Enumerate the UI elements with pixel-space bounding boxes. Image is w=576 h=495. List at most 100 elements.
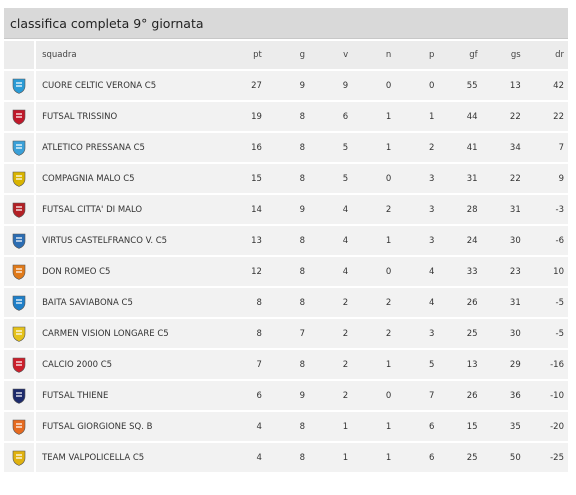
stat-v: 6 [309,102,353,131]
stat-g: 9 [265,195,310,224]
stat-p: 7 [395,381,439,410]
stat-v: 1 [309,412,353,441]
stat-n: 1 [352,226,396,255]
team-name[interactable]: CARMEN VISION LONGARE C5 [34,319,223,348]
team-logo-cell [4,412,35,441]
header-gf[interactable]: gf [438,41,482,69]
panel-title: classifica completa 9° giornata [4,8,568,39]
stat-dr: -6 [524,226,568,255]
table-row: FUTSAL TRISSINO 19 8 6 1 1 44 22 22 [4,102,568,131]
team-logo-icon[interactable] [10,449,28,467]
team-name[interactable]: FUTSAL TRISSINO [34,102,223,131]
stat-n: 0 [352,71,396,100]
stat-v: 2 [309,319,353,348]
stat-pt: 8 [222,288,266,317]
header-gs[interactable]: gs [481,41,525,69]
stat-g: 9 [265,381,310,410]
stat-g: 7 [265,319,310,348]
stat-g: 8 [265,102,310,131]
stat-gs: 13 [481,71,525,100]
header-v[interactable]: v [309,41,353,69]
stat-gf: 24 [438,226,482,255]
team-logo-icon[interactable] [10,263,28,281]
stat-n: 0 [352,164,396,193]
stat-gf: 25 [438,319,482,348]
team-logo-icon[interactable] [10,232,28,250]
team-logo-icon[interactable] [10,356,28,374]
team-name[interactable]: BAITA SAVIABONA C5 [34,288,223,317]
team-name[interactable]: COMPAGNIA MALO C5 [34,164,223,193]
stat-p: 5 [395,350,439,379]
team-logo-icon[interactable] [10,294,28,312]
stat-dr: 7 [524,133,568,162]
stat-g: 8 [265,257,310,286]
stat-pt: 7 [222,350,266,379]
stat-v: 5 [309,164,353,193]
team-logo-icon[interactable] [10,387,28,405]
team-logo-cell [4,257,35,286]
team-logo-icon[interactable] [10,77,28,95]
table-row: CUORE CELTIC VERONA C5 27 9 9 0 0 55 13 42 [4,71,568,100]
header-dr[interactable]: dr [524,41,568,69]
stat-pt: 14 [222,195,266,224]
stat-n: 0 [352,257,396,286]
stat-gs: 30 [481,226,525,255]
team-name[interactable]: VIRTUS CASTELFRANCO V. C5 [34,226,223,255]
stat-v: 4 [309,257,353,286]
stat-n: 1 [352,350,396,379]
team-name[interactable]: FUTSAL CITTA' DI MALO [34,195,223,224]
stat-p: 6 [395,412,439,441]
table-row: DON ROMEO C5 12 8 4 0 4 33 23 10 [4,257,568,286]
team-logo-icon[interactable] [10,139,28,157]
header-p[interactable]: p [395,41,439,69]
team-logo-cell [4,350,35,379]
stat-gs: 50 [481,443,525,472]
stat-dr: 10 [524,257,568,286]
team-logo-icon[interactable] [10,170,28,188]
team-name[interactable]: FUTSAL THIENE [34,381,223,410]
team-name[interactable]: DON ROMEO C5 [34,257,223,286]
stat-gf: 44 [438,102,482,131]
stat-gs: 35 [481,412,525,441]
team-logo-icon[interactable] [10,325,28,343]
stat-p: 3 [395,319,439,348]
stat-v: 2 [309,288,353,317]
stat-pt: 16 [222,133,266,162]
header-team[interactable]: squadra [34,41,223,69]
standings-table: squadra pt g v n p gf gs dr CUORE CELTIC… [4,39,568,474]
stat-n: 1 [352,412,396,441]
stat-gf: 26 [438,288,482,317]
stat-dr: 22 [524,102,568,131]
team-name[interactable]: TEAM VALPOLICELLA C5 [34,443,223,472]
table-row: CARMEN VISION LONGARE C5 8 7 2 2 3 25 30 -5 [4,319,568,348]
table-row: VIRTUS CASTELFRANCO V. C5 13 8 4 1 3 24 30 -6 [4,226,568,255]
team-name[interactable]: ATLETICO PRESSANA C5 [34,133,223,162]
stat-gf: 15 [438,412,482,441]
team-logo-icon[interactable] [10,201,28,219]
table-row: FUTSAL CITTA' DI MALO 14 9 4 2 3 28 31 -3 [4,195,568,224]
stat-p: 2 [395,133,439,162]
stat-p: 4 [395,288,439,317]
team-name[interactable]: CUORE CELTIC VERONA C5 [34,71,223,100]
stat-v: 2 [309,381,353,410]
stat-gf: 13 [438,350,482,379]
stat-dr: -5 [524,319,568,348]
team-name[interactable]: CALCIO 2000 C5 [34,350,223,379]
stat-gf: 25 [438,443,482,472]
team-name[interactable]: FUTSAL GIORGIONE Sq. B [34,412,223,441]
stat-gf: 31 [438,164,482,193]
header-n[interactable]: n [352,41,396,69]
header-pt[interactable]: pt [222,41,266,69]
team-logo-icon[interactable] [10,108,28,126]
stat-v: 1 [309,443,353,472]
stat-g: 8 [265,226,310,255]
stat-v: 9 [309,71,353,100]
stat-n: 2 [352,319,396,348]
stat-g: 8 [265,443,310,472]
header-g[interactable]: g [265,41,310,69]
team-logo-icon[interactable] [10,418,28,436]
team-logo-cell [4,133,35,162]
stat-g: 8 [265,350,310,379]
stat-gf: 55 [438,71,482,100]
stat-p: 6 [395,443,439,472]
